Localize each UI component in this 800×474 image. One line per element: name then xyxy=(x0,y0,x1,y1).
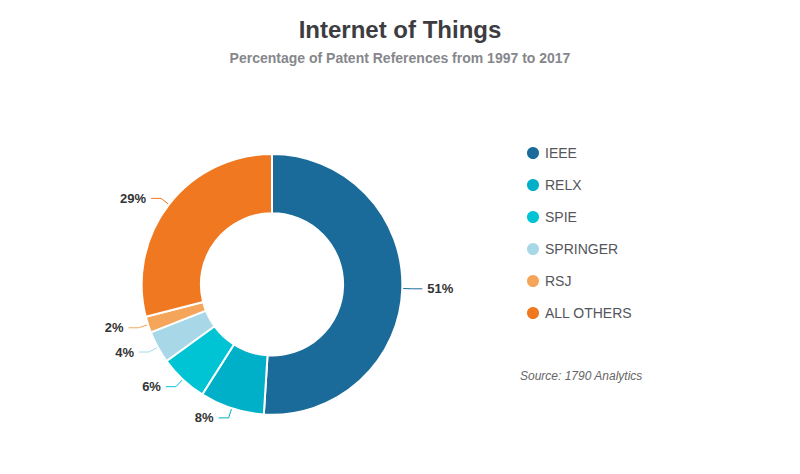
svg-text:51%: 51% xyxy=(427,281,453,296)
svg-text:RELX: RELX xyxy=(545,177,582,193)
svg-text:ALL OTHERS: ALL OTHERS xyxy=(545,305,632,321)
svg-text:6%: 6% xyxy=(142,379,161,394)
svg-text:Internet of Things: Internet of Things xyxy=(299,16,502,43)
svg-text:29%: 29% xyxy=(120,191,146,206)
svg-text:8%: 8% xyxy=(195,410,214,425)
svg-text:4%: 4% xyxy=(115,345,134,360)
svg-text:2%: 2% xyxy=(105,320,124,335)
svg-text:SPIE: SPIE xyxy=(545,209,577,225)
svg-text:IEEE: IEEE xyxy=(545,145,577,161)
svg-text:SPRINGER: SPRINGER xyxy=(545,241,618,257)
svg-text:Percentage of Patent Reference: Percentage of Patent References from 199… xyxy=(230,50,571,66)
svg-text:RSJ: RSJ xyxy=(545,273,571,289)
svg-text:Source: 1790 Analytics: Source: 1790 Analytics xyxy=(520,369,642,383)
